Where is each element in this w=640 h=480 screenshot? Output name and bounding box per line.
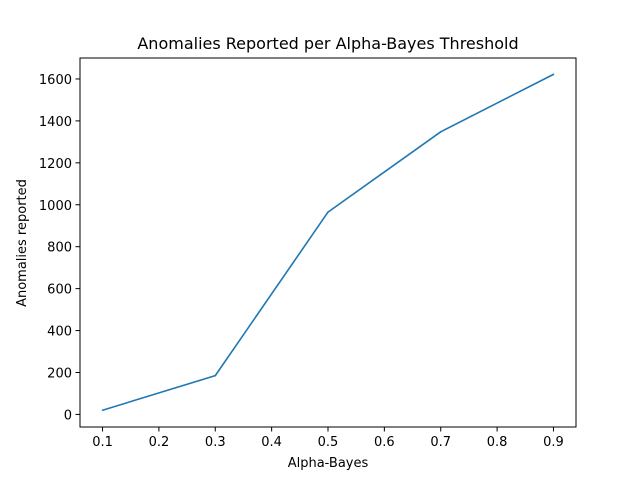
y-tick-label: 1000 — [39, 199, 72, 214]
data-point — [214, 374, 217, 377]
x-tick-label: 0.9 — [543, 435, 564, 450]
y-axis-label: Anomalies reported — [15, 179, 30, 307]
x-tick-label: 0.4 — [261, 435, 282, 450]
data-point — [439, 131, 442, 133]
y-tick-label: 200 — [47, 366, 72, 381]
data-point — [327, 211, 329, 213]
y-tick-label: 600 — [47, 283, 72, 298]
data-point — [552, 73, 555, 76]
x-tick-label: 0.6 — [374, 435, 395, 450]
plot-area — [79, 57, 577, 428]
x-tick-label: 0.2 — [149, 435, 170, 450]
x-tick-label: 0.8 — [487, 435, 508, 450]
x-tick-label: 0.3 — [205, 435, 226, 450]
y-tick-label: 800 — [47, 241, 72, 256]
x-tick-label: 0.1 — [92, 435, 113, 450]
x-tick-label: 0.5 — [318, 435, 339, 450]
y-tick-label: 0 — [64, 408, 72, 423]
y-tick-label: 400 — [47, 325, 72, 340]
y-tick-label: 1200 — [39, 157, 72, 172]
x-tick-label: 0.7 — [430, 435, 451, 450]
chart-title: Anomalies Reported per Alpha-Bayes Thres… — [137, 34, 518, 53]
axes-frame — [79, 57, 577, 428]
y-axis-ticks: 0 200 400 600 800 1000 1200 1400 1600 — [39, 73, 80, 423]
y-tick-label: 1600 — [39, 73, 72, 88]
x-axis-ticks: 0.1 0.2 0.3 0.4 0.5 0.6 0.7 0.8 0.9 — [92, 427, 564, 450]
y-tick-label: 1400 — [39, 115, 72, 130]
series-line-0 — [102, 73, 554, 411]
x-axis-label: Alpha-Bayes — [288, 456, 369, 471]
data-point — [101, 409, 104, 412]
